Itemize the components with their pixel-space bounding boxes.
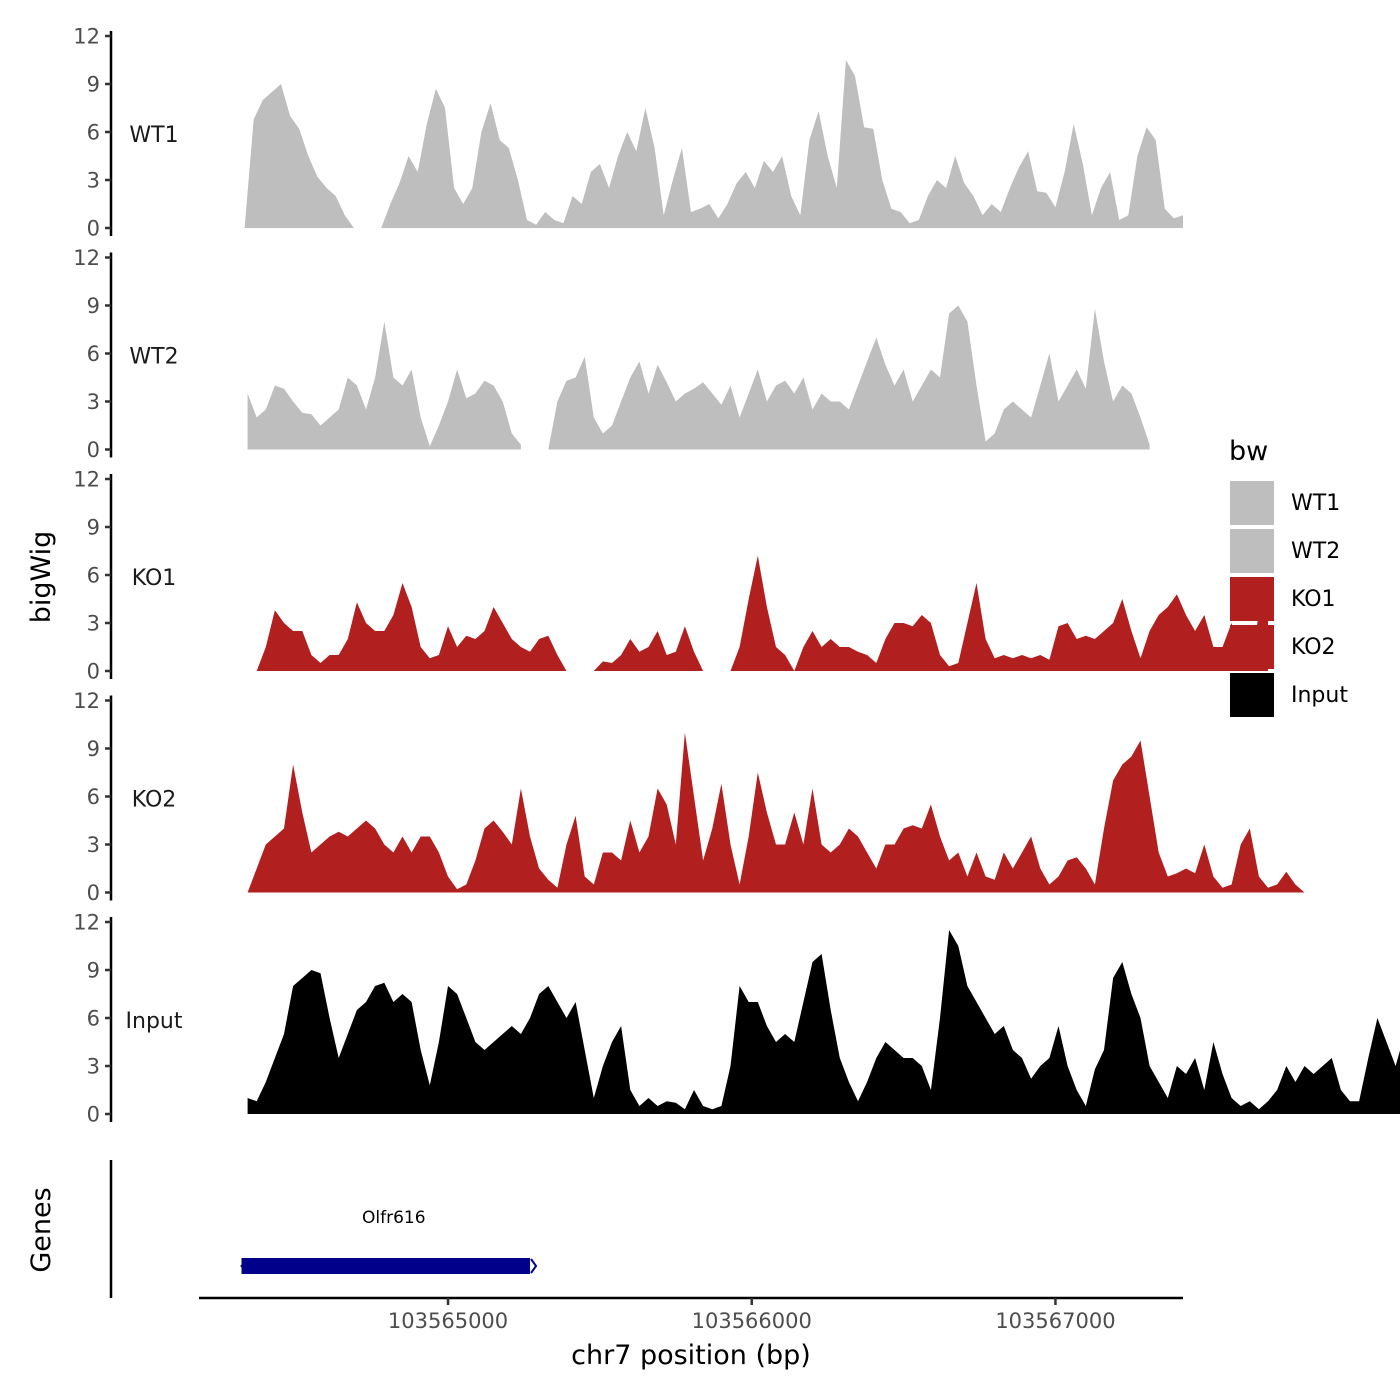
y-tick-label: 0 — [87, 881, 100, 905]
track-ko1: 0 3 6 9 12 KO1 — [73, 468, 1268, 684]
y-tick-label: 0 — [87, 438, 100, 462]
legend-key — [1230, 529, 1274, 573]
signal-area — [730, 555, 1268, 671]
signal-area — [247, 321, 521, 450]
y-tick-label: 9 — [87, 294, 100, 318]
track-label: WT1 — [129, 123, 178, 148]
legend-key — [1230, 673, 1274, 717]
legend-label: KO2 — [1291, 635, 1336, 660]
track-label: KO2 — [132, 788, 177, 813]
track-wt1: 0 3 6 9 12 WT1 — [73, 25, 1183, 241]
y-tick-label: 3 — [87, 833, 100, 857]
x-tick-label: 103566000 — [692, 1309, 812, 1333]
legend-entries: WT1 WT2 KO1 KO2 Input — [1230, 481, 1348, 717]
y-tick-label: 9 — [87, 959, 100, 983]
strand-arrow-icon — [530, 1258, 538, 1274]
signal-area — [593, 626, 704, 671]
legend-key — [1230, 577, 1274, 621]
legend-key — [1230, 481, 1274, 525]
gene-label: Olfr616 — [362, 1208, 426, 1228]
legend-entry-ko1: KO1 — [1230, 577, 1336, 621]
y-tick-label: 3 — [87, 612, 100, 636]
y-tick-label: 3 — [87, 169, 100, 193]
signal-area — [244, 84, 354, 228]
track-label: Input — [126, 1009, 183, 1034]
gene-features: Olfr616 — [240, 1208, 538, 1274]
track-ko2: 0 3 6 9 12 KO2 — [73, 689, 1305, 905]
track-input: 0 3 6 9 12 Input — [73, 911, 1400, 1127]
legend-label: KO1 — [1291, 587, 1336, 612]
signal-area — [247, 732, 1305, 893]
signal-area — [256, 583, 567, 671]
legend-entry-wt1: WT1 — [1230, 481, 1340, 525]
y-tick-label: 6 — [87, 342, 100, 366]
legend-key — [1230, 625, 1274, 669]
y-axis-title: bigWig — [26, 531, 57, 624]
y-tick-label: 6 — [87, 121, 100, 145]
genes-axis-title: Genes — [26, 1187, 57, 1272]
y-tick-label: 12 — [73, 246, 100, 270]
legend-label: WT2 — [1291, 539, 1340, 564]
x-axis: 103565000 103566000 103567000 — [199, 1296, 1183, 1333]
y-tick-label: 0 — [87, 660, 100, 684]
signal-tracks: 0 3 6 9 12 WT1 0 3 6 9 12 WT2 0 3 6 9 12 KO1 0 3 6 9 12 KO2 0 3 6 9… — [73, 25, 1400, 1127]
x-tick-label: 103565000 — [388, 1309, 508, 1333]
y-tick-label: 12 — [73, 25, 100, 49]
legend-label: Input — [1291, 683, 1348, 708]
y-tick-label: 9 — [87, 73, 100, 97]
legend-entry-wt2: WT2 — [1230, 529, 1340, 573]
y-tick-label: 12 — [73, 468, 100, 492]
signal-area — [548, 305, 1150, 450]
y-tick-label: 9 — [87, 516, 100, 540]
y-tick-label: 3 — [87, 390, 100, 414]
legend-label: WT1 — [1291, 491, 1340, 516]
y-tick-label: 6 — [87, 785, 100, 809]
y-tick-label: 0 — [87, 1103, 100, 1127]
y-tick-label: 12 — [73, 911, 100, 935]
gene-olfr616: Olfr616 — [240, 1208, 538, 1274]
x-ticks: 103565000 103566000 103567000 — [388, 1298, 1116, 1333]
legend-entry-ko2: KO2 — [1230, 625, 1336, 669]
y-tick-label: 12 — [73, 689, 100, 713]
legend-entry-input: Input — [1230, 673, 1348, 717]
strand-arrow-icon — [240, 1258, 249, 1274]
gene-body — [241, 1258, 531, 1274]
signal-area — [247, 930, 1400, 1114]
signal-area — [381, 60, 1183, 228]
y-tick-label: 9 — [87, 737, 100, 761]
x-tick-label: 103567000 — [995, 1309, 1115, 1333]
track-label: WT2 — [129, 345, 178, 370]
genes-panel: Olfr616 — [109, 1160, 538, 1298]
y-tick-label: 6 — [87, 1007, 100, 1031]
x-axis-title: chr7 position (bp) — [571, 1340, 811, 1371]
track-label: KO1 — [132, 566, 177, 591]
y-tick-label: 6 — [87, 564, 100, 588]
y-tick-label: 0 — [87, 217, 100, 241]
legend-title: bw — [1229, 436, 1268, 467]
legend: bw WT1 WT2 KO1 KO2 Input — [1229, 436, 1348, 717]
y-tick-label: 3 — [87, 1055, 100, 1079]
track-wt2: 0 3 6 9 12 WT2 — [73, 246, 1150, 462]
